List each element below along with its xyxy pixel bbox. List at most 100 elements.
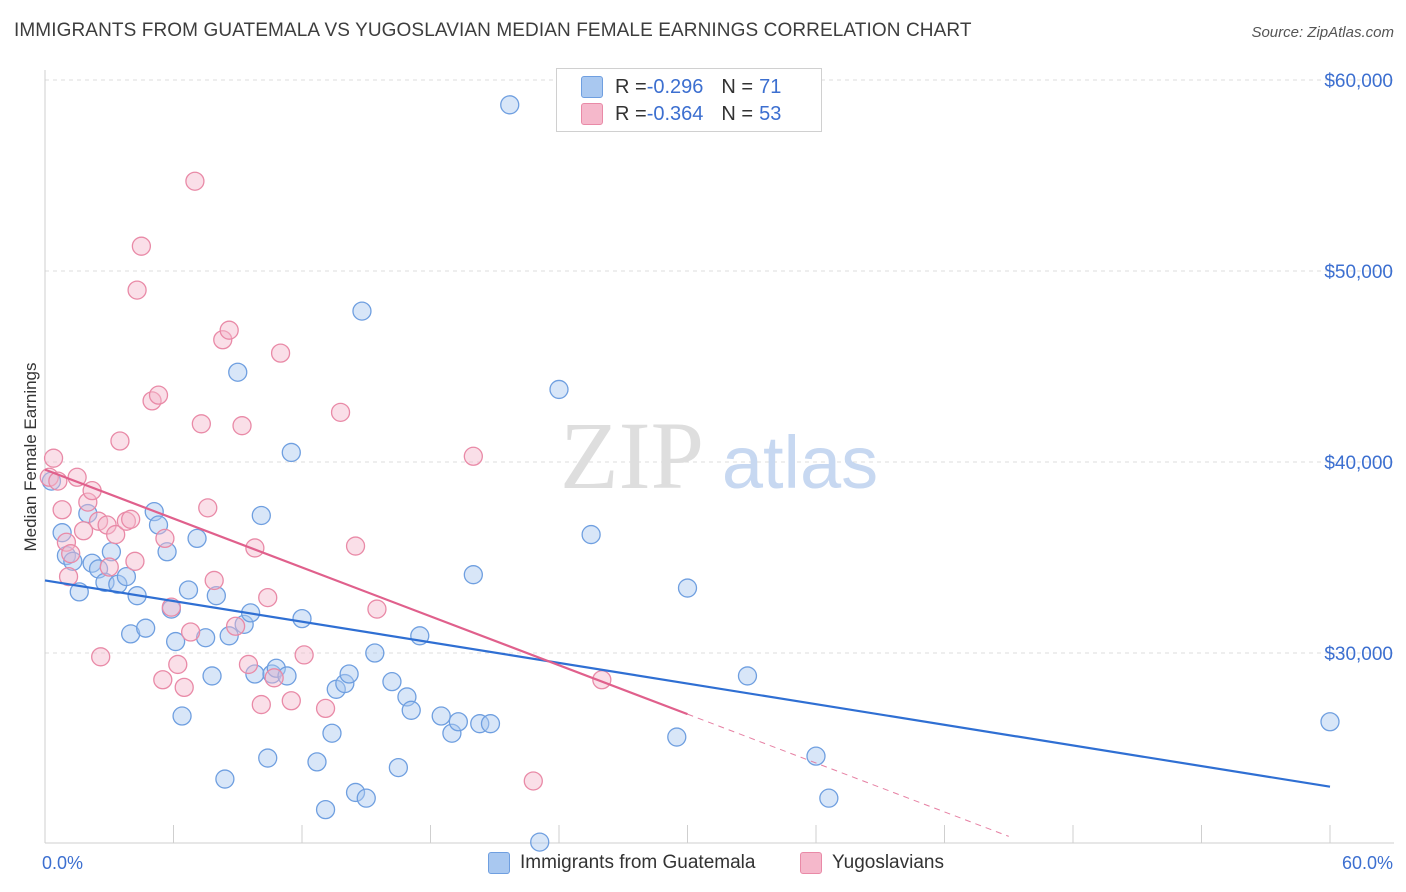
data-point [500, 95, 520, 115]
legend-r-label: R = [615, 75, 647, 98]
data-point [281, 442, 301, 463]
data-point [121, 509, 141, 529]
legend-swatch-guatemala [581, 76, 603, 98]
data-point [238, 654, 259, 675]
series-legend-yugoslavians[interactable]: Yugoslavians [800, 852, 944, 874]
data-point [165, 631, 186, 652]
y-tick-label: $50,000 [1324, 262, 1393, 283]
legend-r-value: -0.364 [646, 102, 704, 125]
data-point [232, 416, 252, 436]
data-point [677, 578, 698, 598]
series-yugoslavians-points [39, 171, 612, 791]
legend-n-label: N = [721, 75, 754, 98]
data-point [58, 566, 79, 587]
data-point [356, 788, 376, 808]
x-tick-label: 60.0% [1342, 853, 1393, 873]
data-point [155, 528, 175, 549]
data-point [78, 492, 98, 512]
legend-r-value: -0.296 [646, 75, 704, 98]
data-point [185, 171, 205, 191]
data-point [195, 628, 216, 648]
data-point [213, 330, 233, 350]
data-point [292, 608, 312, 629]
data-point [202, 666, 222, 686]
tick-labels: $30,000 $40,000 $50,000 $60,000 0.0% 60.0% [42, 71, 1393, 873]
legend-n-value: 53 [759, 102, 782, 125]
data-point [187, 528, 207, 549]
source-credit: Source: ZipAtlas.com [1251, 24, 1394, 41]
watermark: ZIP atlas [560, 402, 878, 509]
data-point [168, 654, 188, 675]
data-point [63, 551, 83, 571]
watermark-atlas: atlas [722, 421, 878, 504]
grid-lines [45, 79, 1394, 654]
data-point [367, 599, 387, 619]
data-point [737, 666, 758, 686]
data-point [178, 580, 199, 600]
data-point [204, 570, 224, 591]
data-point [106, 524, 126, 545]
data-point [307, 752, 327, 772]
series-legend-label: Immigrants from Guatemala [520, 852, 756, 873]
data-point [125, 551, 145, 571]
series-legend-guatemala[interactable]: Immigrants from Guatemala [488, 852, 755, 874]
data-point [245, 664, 265, 684]
data-point [206, 586, 226, 606]
data-point [431, 706, 451, 726]
data-point [352, 301, 372, 321]
data-point [172, 706, 192, 726]
data-point [382, 672, 402, 692]
y-tick-label: $60,000 [1324, 71, 1393, 92]
data-point [463, 565, 483, 585]
data-point [470, 714, 490, 734]
data-point [667, 727, 687, 747]
data-point [345, 536, 366, 556]
data-point [523, 771, 543, 791]
x-tick-label: 0.0% [42, 853, 83, 873]
data-point [322, 723, 342, 743]
data-point [215, 769, 235, 789]
legend-row-guatemala: R = -0.296 N = 71 [581, 76, 781, 98]
data-point [121, 624, 141, 644]
data-point [174, 677, 194, 698]
data-point [127, 280, 147, 300]
data-point [401, 700, 421, 720]
data-point [258, 587, 278, 608]
data-point [480, 714, 501, 734]
data-point [43, 448, 64, 468]
data-point [228, 362, 248, 382]
data-point [61, 544, 81, 564]
data-point [116, 566, 137, 587]
data-point [581, 524, 601, 545]
trend-lines [44, 468, 1331, 837]
trend-line-yugoslavians-extension [687, 713, 1009, 837]
data-point [251, 505, 271, 526]
data-point [251, 694, 271, 715]
data-point [136, 618, 156, 638]
legend-r-label: R = [615, 102, 647, 125]
trend-line-yugoslavians [44, 468, 688, 716]
data-point [148, 385, 169, 405]
data-point [448, 712, 468, 732]
legend-swatch-yugoslavians [581, 103, 603, 125]
watermark-zip: ZIP [560, 402, 704, 509]
data-point [191, 414, 211, 434]
data-point [270, 343, 291, 363]
data-point [91, 647, 111, 667]
data-point [258, 748, 278, 768]
y-tick-label: $30,000 [1324, 644, 1393, 665]
data-point [294, 645, 314, 665]
correlation-legend: R = -0.296 N = 71 R = -0.364 N = 53 [556, 68, 822, 132]
series-legend-label: Yugoslavians [832, 852, 944, 873]
data-point [52, 500, 72, 520]
data-point [56, 532, 77, 552]
data-point [315, 698, 336, 719]
chart-title: IMMIGRANTS FROM GUATEMALA VS YUGOSLAVIAN… [14, 20, 972, 41]
data-point [52, 523, 72, 543]
data-point [463, 446, 483, 466]
data-point [73, 521, 94, 541]
data-point [219, 320, 239, 340]
series-legend-swatch-guatemala [488, 852, 510, 874]
data-point [219, 626, 239, 646]
